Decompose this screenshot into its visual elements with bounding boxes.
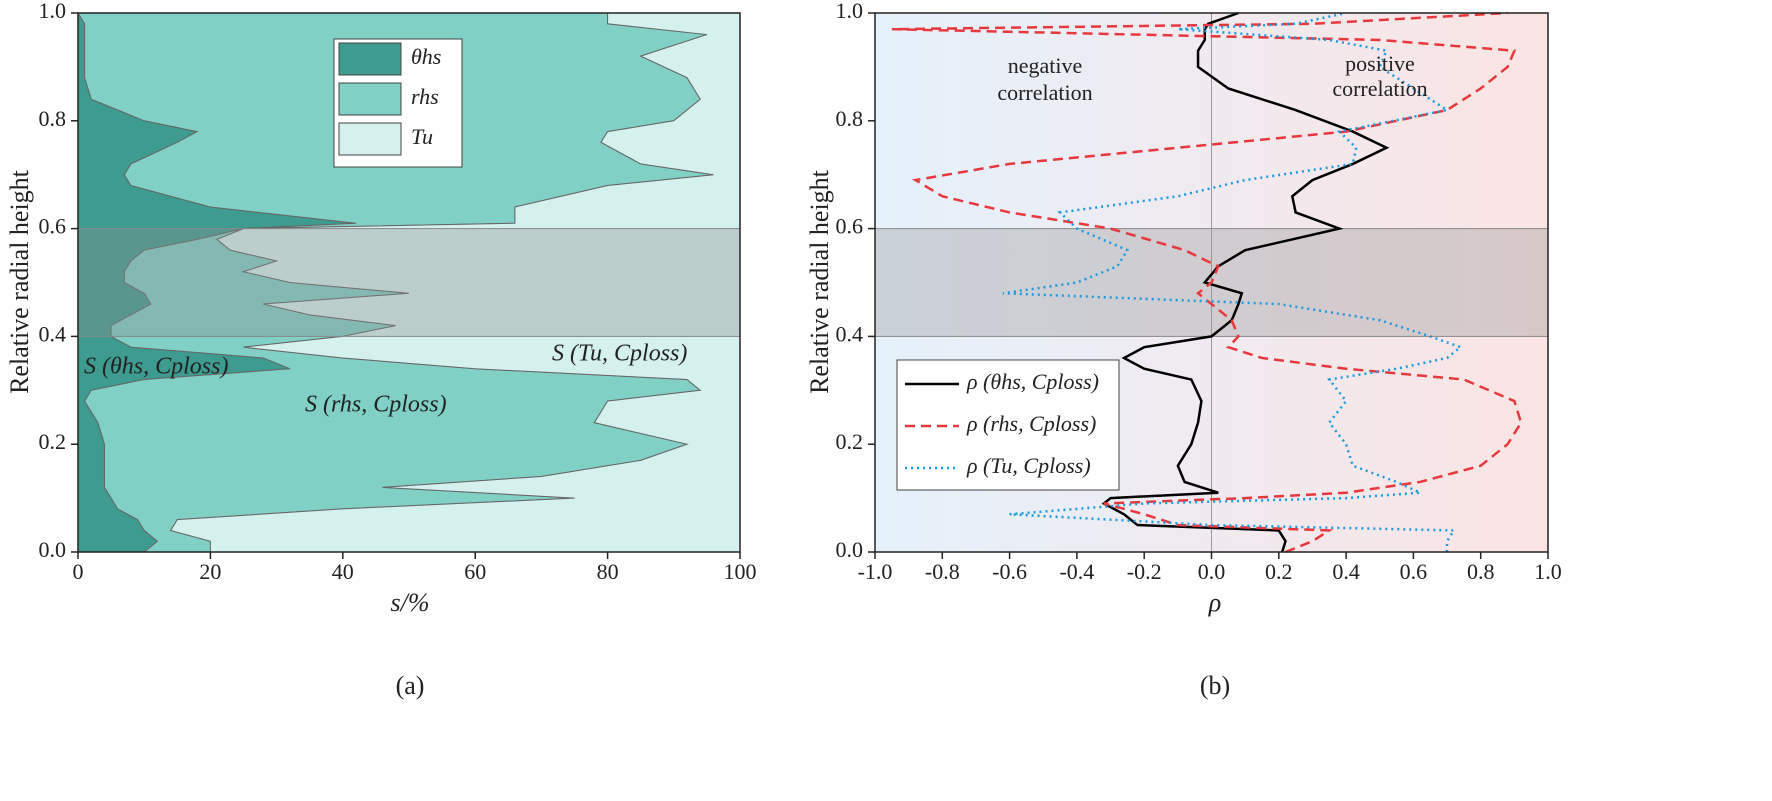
line bbox=[1101, 11, 1390, 553]
x-axis-title: s/% bbox=[391, 588, 430, 617]
x-tick-label: 60 bbox=[464, 559, 486, 584]
x-tick-label: 0.0 bbox=[1198, 559, 1226, 584]
annotation: S (θhs, Cploss) bbox=[84, 354, 228, 380]
x-tick-label: -0.6 bbox=[992, 559, 1027, 584]
panel-label: (b) bbox=[1200, 671, 1230, 700]
y-tick-label: 0.6 bbox=[836, 214, 864, 239]
annotation: positive bbox=[1345, 51, 1415, 76]
x-tick-label: 20 bbox=[199, 559, 221, 584]
x-tick-label: -0.4 bbox=[1059, 559, 1094, 584]
y-tick-label: 0.0 bbox=[39, 537, 67, 562]
line bbox=[891, 11, 1523, 554]
y-tick-label: 0.0 bbox=[836, 537, 864, 562]
y-tick-label: 0.2 bbox=[836, 429, 864, 454]
x-tick-label: 0.2 bbox=[1265, 559, 1293, 584]
annotation: correlation bbox=[1332, 76, 1427, 101]
y-tick-label: 0.4 bbox=[39, 321, 67, 346]
y-tick-label: 0.8 bbox=[39, 106, 67, 131]
annotation: S (rhs, Cploss) bbox=[305, 392, 447, 418]
annotation: negative bbox=[1008, 53, 1083, 78]
y-axis-title: Relative radial height bbox=[5, 169, 34, 394]
y-tick-label: 0.6 bbox=[39, 214, 67, 239]
legend-label: ρ (θhs, Cploss) bbox=[966, 369, 1099, 394]
legend-label: ρ (rhs, Cploss) bbox=[966, 411, 1096, 436]
x-tick-label: 1.0 bbox=[1534, 559, 1562, 584]
y-tick-label: 0.2 bbox=[39, 429, 67, 454]
y-tick-label: 1.0 bbox=[836, 0, 864, 23]
x-tick-label: -1.0 bbox=[858, 559, 893, 584]
highlight-band bbox=[77, 228, 741, 337]
plot-frame bbox=[77, 12, 741, 553]
y-tick-label: 1.0 bbox=[39, 0, 67, 23]
annotation: S (Tu, Cploss) bbox=[552, 341, 687, 367]
annotation: correlation bbox=[997, 80, 1092, 105]
y-tick-label: 0.4 bbox=[836, 321, 864, 346]
y-axis-title: Relative radial height bbox=[805, 169, 834, 394]
legend-swatch bbox=[338, 42, 402, 76]
legend-box bbox=[896, 359, 1120, 491]
legend-label: rhs bbox=[411, 84, 439, 109]
x-axis-title: ρ bbox=[1208, 588, 1221, 617]
line bbox=[1002, 11, 1464, 552]
legend-label: ρ (Tu, Cploss) bbox=[966, 453, 1091, 478]
x-tick-label: 80 bbox=[597, 559, 619, 584]
x-tick-label: 0 bbox=[73, 559, 84, 584]
x-tick-label: 40 bbox=[332, 559, 354, 584]
y-tick-label: 0.8 bbox=[836, 106, 864, 131]
x-tick-label: -0.8 bbox=[925, 559, 960, 584]
panel-label: (a) bbox=[396, 671, 425, 700]
legend-swatch bbox=[338, 122, 402, 156]
x-tick-label: 0.6 bbox=[1400, 559, 1428, 584]
x-tick-label: 100 bbox=[724, 559, 757, 584]
x-tick-label: 0.4 bbox=[1332, 559, 1360, 584]
x-tick-label: -0.2 bbox=[1127, 559, 1162, 584]
x-tick-label: 0.8 bbox=[1467, 559, 1495, 584]
legend-swatch bbox=[338, 82, 402, 116]
legend-label: Tu bbox=[411, 124, 433, 149]
legend-label: θhs bbox=[411, 44, 441, 69]
